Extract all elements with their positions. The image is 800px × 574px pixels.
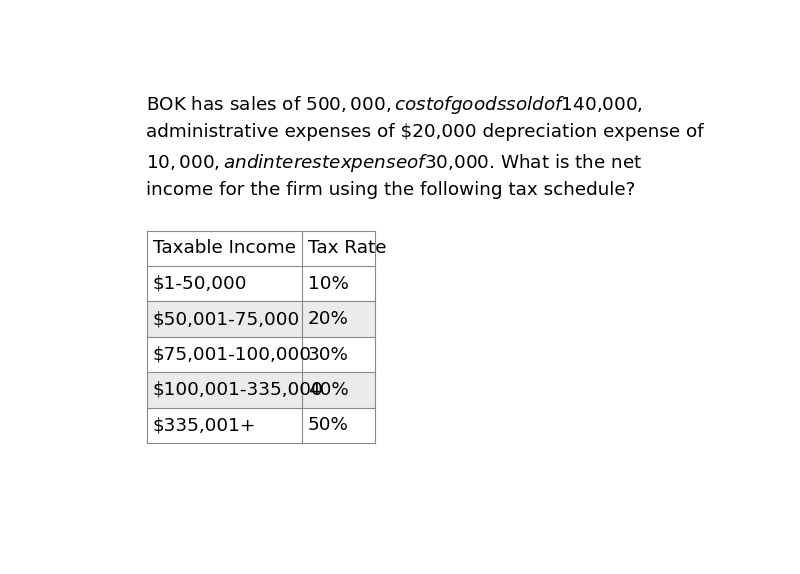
Text: $10,000, and interest expense of $30,000. What is the net: $10,000, and interest expense of $30,000… xyxy=(146,152,643,174)
Text: $100,001-335,000: $100,001-335,000 xyxy=(153,381,323,399)
Text: $1-50,000: $1-50,000 xyxy=(153,275,247,293)
Bar xyxy=(146,266,375,301)
Text: $75,001-100,000: $75,001-100,000 xyxy=(153,346,312,363)
Text: Tax Rate: Tax Rate xyxy=(308,239,386,257)
Text: 40%: 40% xyxy=(308,381,349,399)
Bar xyxy=(146,301,375,337)
Text: 30%: 30% xyxy=(308,346,349,363)
Bar xyxy=(146,231,375,266)
Text: $50,001-75,000: $50,001-75,000 xyxy=(153,310,300,328)
Text: 10%: 10% xyxy=(308,275,349,293)
Text: $335,001+: $335,001+ xyxy=(153,416,256,435)
Bar xyxy=(146,337,375,373)
Text: income for the firm using the following tax schedule?: income for the firm using the following … xyxy=(146,181,636,199)
Text: 50%: 50% xyxy=(308,416,349,435)
Bar xyxy=(146,373,375,408)
Text: administrative expenses of $20,000 depreciation expense of: administrative expenses of $20,000 depre… xyxy=(146,123,704,141)
Bar xyxy=(146,408,375,443)
Text: 20%: 20% xyxy=(308,310,349,328)
Text: Taxable Income: Taxable Income xyxy=(153,239,296,257)
Text: BOK has sales of $500,000, cost of goods sold of $140,000,: BOK has sales of $500,000, cost of goods… xyxy=(146,94,643,115)
